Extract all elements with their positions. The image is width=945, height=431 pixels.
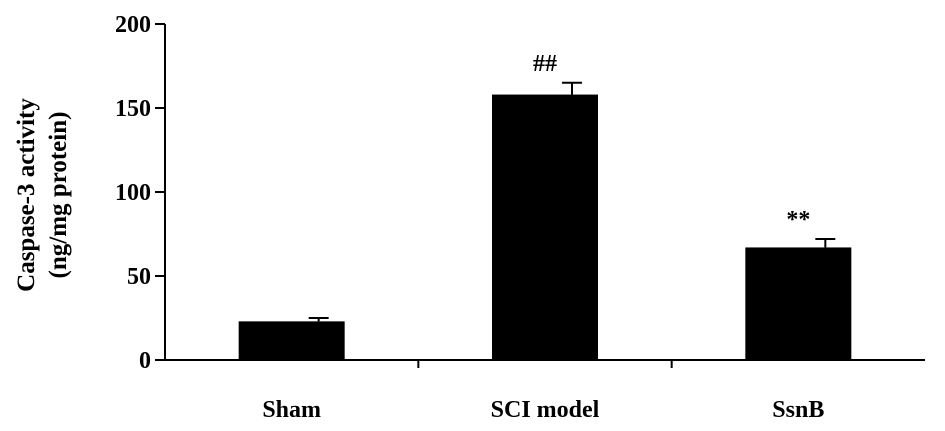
bar <box>745 247 852 360</box>
bar <box>238 321 345 360</box>
x-category-label: SCI model <box>491 397 600 423</box>
y-tick-label: 0 <box>139 348 151 374</box>
y-axis-title: Caspase-3 activity (ng/mg protein) <box>13 98 72 292</box>
x-category-label: Sham <box>262 397 321 423</box>
labels: 0 50 100 150 200 Sham ## SCI model ** SsnB <box>115 12 824 423</box>
significance-label: ** <box>786 207 810 233</box>
bars <box>238 81 852 360</box>
y-tick-label: 100 <box>115 180 151 206</box>
bar <box>492 94 598 360</box>
y-axis-title-line-1: Caspase-3 activity <box>13 98 40 292</box>
y-axis-title-line-2: (ng/mg protein) <box>45 112 72 279</box>
y-tick-label: 200 <box>115 12 151 38</box>
significance-label: ## <box>533 51 557 77</box>
y-tick-label: 50 <box>127 264 151 290</box>
x-category-label: SsnB <box>772 397 824 423</box>
y-tick-label: 150 <box>115 96 151 122</box>
